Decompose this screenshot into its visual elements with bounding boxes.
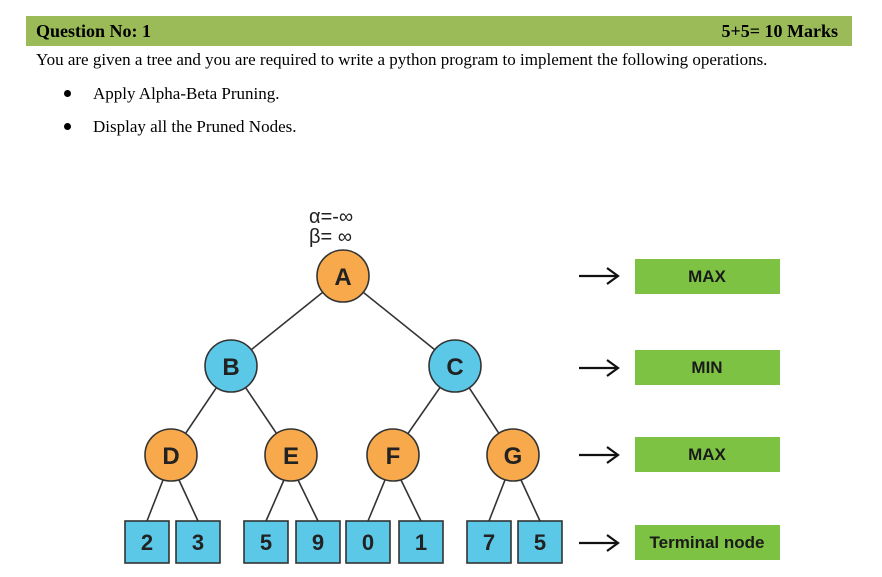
level-box-max-1: MAX	[635, 259, 780, 294]
leaf-3-box	[243, 520, 289, 564]
level-box-min: MIN	[635, 350, 780, 385]
node-g-circle	[486, 428, 540, 482]
bullet-dot-icon	[64, 89, 71, 97]
node-e-circle	[264, 428, 318, 482]
leaf-1-box	[124, 520, 170, 564]
node-e: E	[264, 428, 318, 482]
bullet-item-2: Display all the Pruned Nodes.	[64, 117, 297, 137]
leaf-6-box	[398, 520, 444, 564]
bullet-text-1: Apply Alpha-Beta Pruning.	[93, 84, 280, 103]
leaf-6-value: 1	[415, 530, 427, 555]
node-c-circle	[428, 339, 482, 393]
bullet-text-2: Display all the Pruned Nodes.	[93, 117, 297, 136]
node-d-circle	[144, 428, 198, 482]
bullet-dot-icon	[64, 122, 71, 130]
level-label-max-1: MAX	[688, 267, 726, 286]
edge-d-leaf2	[178, 479, 199, 522]
level-box-terminal: Terminal node	[635, 525, 780, 560]
edge-e-leaf3	[265, 479, 285, 522]
leaf-1-value: 2	[141, 530, 153, 555]
tree-edges	[146, 275, 541, 522]
node-c-label: C	[446, 354, 463, 381]
leaf-8-box	[517, 520, 563, 564]
leaf-5-value: 0	[362, 530, 374, 555]
bullet-item-1: Apply Alpha-Beta Pruning.	[64, 84, 280, 104]
node-f: F	[366, 428, 420, 482]
leaf-4-box	[295, 520, 341, 564]
node-e-label: E	[283, 443, 299, 470]
level-box-min-rect	[635, 350, 780, 385]
level-label-terminal: Terminal node	[650, 533, 765, 552]
question-marks: 5+5= 10 Marks	[721, 21, 838, 41]
edge-f-leaf6	[400, 479, 422, 522]
edge-g-leaf8	[520, 479, 541, 522]
edge-d-leaf1	[146, 479, 164, 522]
node-a-circle	[316, 249, 370, 303]
leaf-7-box	[466, 520, 512, 564]
leaf-3-value: 5	[260, 530, 272, 555]
leaf-8-value: 5	[534, 530, 546, 555]
beta-label: β= ∞	[309, 226, 352, 248]
node-g-label: G	[504, 443, 523, 470]
level-box-max-2-rect	[635, 437, 780, 472]
node-a: A	[316, 249, 370, 303]
node-g: G	[486, 428, 540, 482]
level-arrows	[579, 267, 620, 552]
leaf-2-box	[175, 520, 221, 564]
arrow-right-icon	[579, 446, 620, 464]
edge-f-leaf5	[367, 479, 386, 522]
leaf-5-box	[345, 520, 391, 564]
question-intro: You are given a tree and you are require…	[36, 50, 768, 69]
arrow-right-icon	[579, 267, 620, 285]
leaf-4-value: 9	[312, 530, 324, 555]
level-box-max-2: MAX	[635, 437, 780, 472]
node-f-label: F	[386, 443, 401, 470]
node-a-label: A	[334, 264, 351, 291]
node-f-circle	[366, 428, 420, 482]
node-b-label: B	[222, 354, 239, 381]
alpha-label: α=-∞	[309, 206, 353, 228]
edge-g-leaf7	[488, 479, 506, 522]
question-title: Question No: 1	[36, 21, 152, 41]
edge-e-leaf4	[297, 479, 319, 522]
question-header-bar: Question No: 1 5+5= 10 Marks	[26, 16, 852, 46]
leaf-7-value: 7	[483, 530, 495, 555]
level-label-max-2: MAX	[688, 445, 726, 464]
node-b-circle	[204, 339, 258, 393]
node-d-label: D	[162, 443, 179, 470]
node-b: B	[204, 339, 258, 393]
arrow-right-icon	[579, 534, 620, 552]
arrow-right-icon	[579, 359, 620, 377]
leaf-2-value: 3	[192, 530, 204, 555]
level-box-max-1-rect	[635, 259, 780, 294]
node-c: C	[428, 339, 482, 393]
node-d: D	[144, 428, 198, 482]
level-label-min: MIN	[691, 358, 722, 377]
level-box-terminal-rect	[635, 525, 780, 560]
leaf-row	[124, 520, 563, 564]
